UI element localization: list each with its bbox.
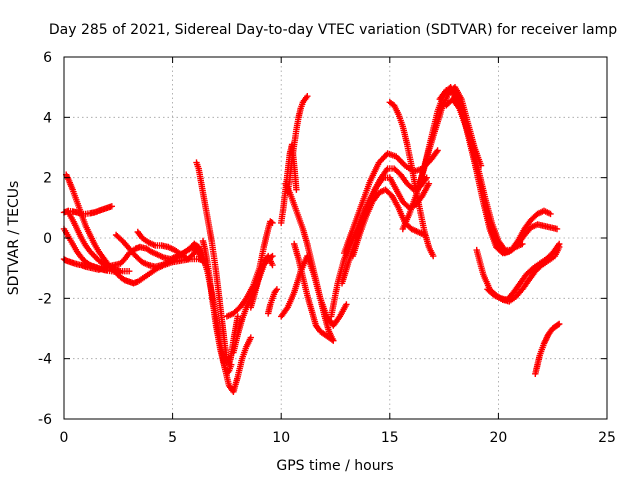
- y-tick-label: 4: [43, 110, 52, 126]
- series-sat-ae: [532, 320, 563, 377]
- series-sat-s: [291, 240, 337, 344]
- series-sat-j: [199, 237, 235, 377]
- data-point-markers: [443, 96, 561, 254]
- data-point-markers: [134, 228, 202, 263]
- series-sat-f: [112, 231, 198, 270]
- data-point-markers: [65, 209, 133, 275]
- series-sat-g: [134, 228, 202, 263]
- data-point-markers: [532, 320, 563, 377]
- data-point-markers: [247, 252, 276, 311]
- y-tick-label: -6: [38, 412, 52, 428]
- data-point-markers: [349, 186, 428, 260]
- series-sat-ac: [473, 243, 563, 305]
- y-tick-label: 2: [43, 171, 52, 187]
- y-tick-label: 0: [43, 231, 52, 247]
- y-tick-label: -2: [38, 291, 52, 307]
- x-tick-label: 5: [168, 430, 177, 446]
- axis-ticks: 0 5 10 15 20 25 -6 -4 -2 0 2 4 6: [38, 50, 616, 446]
- x-axis-label: GPS time / hours: [276, 458, 393, 474]
- data-point-markers: [284, 93, 311, 196]
- x-tick-label: 0: [60, 430, 69, 446]
- data-point-markers: [291, 240, 337, 344]
- data-point-markers: [112, 231, 198, 270]
- data-point-markers: [414, 84, 526, 257]
- data-points: [60, 84, 563, 395]
- series-sat-x: [386, 99, 437, 260]
- chart-title: Day 285 of 2021, Sidereal Day-to-day VTE…: [49, 22, 617, 38]
- data-point-markers: [199, 237, 235, 377]
- x-tick-label: 25: [598, 430, 616, 446]
- y-axis-label: SDTVAR / TECUs: [6, 181, 22, 296]
- series-sat-p: [284, 93, 311, 196]
- series-sat-w: [349, 186, 428, 260]
- series-sat-e: [65, 209, 133, 275]
- data-point-markers: [473, 243, 563, 305]
- series-sat-z: [414, 84, 526, 257]
- data-point-markers: [386, 99, 437, 260]
- x-tick-label: 10: [272, 430, 290, 446]
- x-tick-label: 20: [489, 430, 507, 446]
- series-sat-m: [247, 252, 276, 311]
- data-point-markers: [282, 180, 337, 344]
- data-point-markers: [484, 240, 563, 303]
- series-sat-r: [282, 180, 337, 344]
- y-tick-label: 6: [43, 50, 52, 66]
- series-sat-ad: [484, 240, 563, 303]
- data-point-markers: [265, 286, 281, 317]
- x-tick-label: 15: [381, 430, 399, 446]
- y-tick-label: -4: [38, 352, 52, 368]
- series-sat-n: [265, 286, 281, 317]
- series-sat-ab: [443, 96, 561, 254]
